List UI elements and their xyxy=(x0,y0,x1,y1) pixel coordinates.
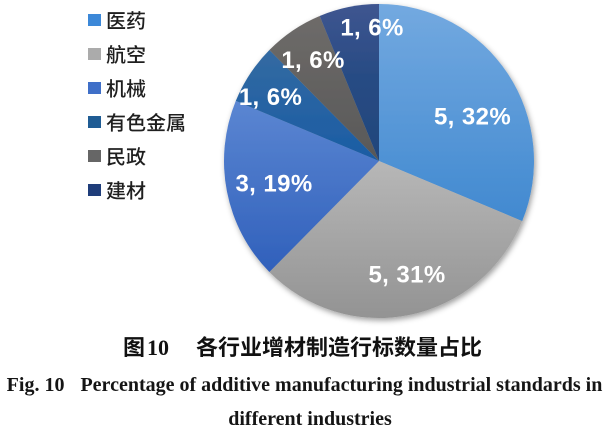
svg-text:5, 31%: 5, 31% xyxy=(368,262,445,289)
svg-text:1, 6%: 1, 6% xyxy=(340,15,403,42)
svg-text:5, 32%: 5, 32% xyxy=(434,104,511,131)
svg-text:1, 6%: 1, 6% xyxy=(281,47,344,74)
svg-text:3, 19%: 3, 19% xyxy=(235,171,312,198)
svg-text:1, 6%: 1, 6% xyxy=(239,84,302,111)
